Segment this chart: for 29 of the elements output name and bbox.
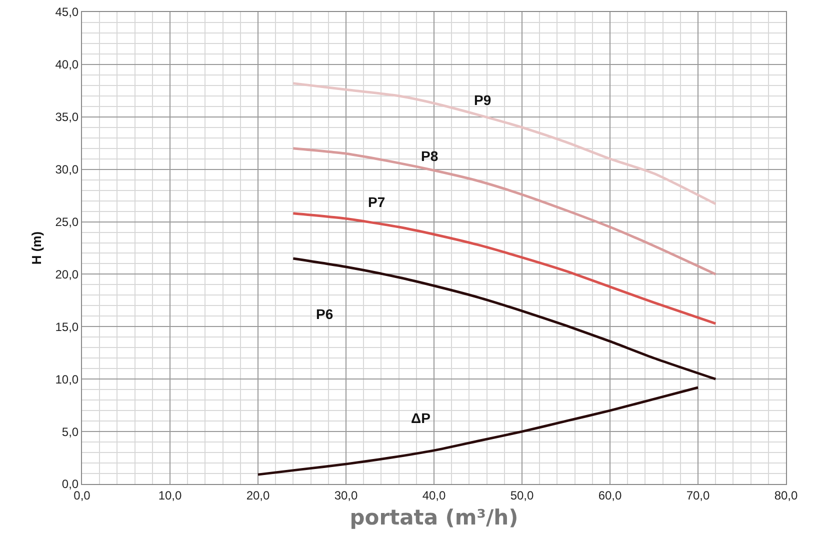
y-tick-label: 10,0 <box>55 372 79 386</box>
series-label: ΔP <box>411 410 430 426</box>
x-tick-label: 30,0 <box>334 488 358 502</box>
line-series <box>292 82 717 206</box>
x-tick-label: 60,0 <box>598 488 622 502</box>
y-tick-label: 20,0 <box>55 267 79 282</box>
x-axis-title: portata (m³/h) <box>350 506 518 530</box>
y-tick-label: 40,0 <box>55 58 79 72</box>
x-tick-label: 10,0 <box>158 488 182 502</box>
series-label: P9 <box>474 92 492 108</box>
line-series <box>256 386 700 476</box>
x-tick-label: 80,0 <box>774 488 798 502</box>
y-tick-label: 30,0 <box>55 162 79 177</box>
line-series <box>292 257 717 380</box>
line-series <box>292 147 717 276</box>
x-tick-label: 40,0 <box>422 488 446 502</box>
series-label: P7 <box>368 194 386 210</box>
series-label: P8 <box>421 148 438 164</box>
y-tick-label: 25,0 <box>55 214 79 229</box>
y-tick-label: 35,0 <box>55 110 79 124</box>
line-series <box>292 212 717 325</box>
y-tick-label: 15,0 <box>55 320 79 334</box>
x-tick-label: 50,0 <box>510 488 534 502</box>
text: P6 <box>316 306 334 322</box>
y-tick-label: 5,0 <box>62 424 79 439</box>
x-tick-label: 70,0 <box>686 488 710 502</box>
x-tick-label: 20,0 <box>246 488 270 502</box>
y-tick-label: 45,0 <box>55 5 79 20</box>
y-axis-title: H (m) <box>29 231 44 265</box>
